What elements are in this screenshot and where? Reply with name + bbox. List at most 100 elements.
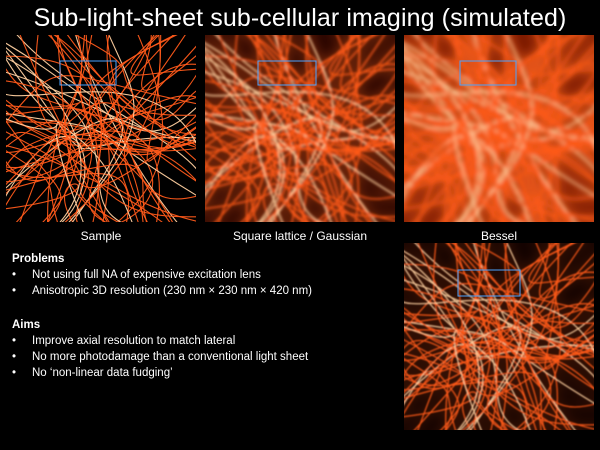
filament-layer <box>404 243 594 430</box>
filament <box>404 80 594 143</box>
filament <box>417 243 481 430</box>
filament <box>205 117 284 222</box>
filament <box>404 328 460 430</box>
roi-box <box>457 269 521 297</box>
filament <box>57 35 196 149</box>
filament <box>455 35 594 149</box>
filament <box>471 35 594 162</box>
roi-box <box>59 60 117 86</box>
filament <box>6 63 196 183</box>
filament <box>339 35 395 92</box>
filament <box>483 243 594 364</box>
filament <box>417 35 481 222</box>
filament <box>6 118 124 222</box>
filament <box>35 35 196 182</box>
filament <box>404 338 559 430</box>
filament <box>218 35 282 222</box>
filament <box>404 308 481 430</box>
filament <box>404 67 594 149</box>
filament <box>214 35 354 222</box>
filament <box>404 320 594 404</box>
filament <box>205 130 360 222</box>
filament <box>205 67 395 149</box>
filament <box>262 35 361 222</box>
filament <box>19 35 196 218</box>
filament <box>404 163 546 222</box>
filament <box>6 99 196 151</box>
filament <box>307 35 395 182</box>
filament <box>404 183 478 222</box>
filament <box>284 35 395 156</box>
filament <box>218 35 395 218</box>
filament <box>6 103 139 222</box>
aims-section: Aims Improve axial resolution to match l… <box>12 317 397 381</box>
filament <box>404 46 481 222</box>
filament <box>205 63 395 183</box>
filament <box>404 325 522 430</box>
list-item: Anisotropic 3D resolution (230 nm × 230 … <box>12 283 397 299</box>
filament <box>6 163 148 222</box>
square-lattice-caption: Square lattice / Gaussian <box>232 229 368 243</box>
filament <box>246 35 307 222</box>
filament <box>205 131 395 222</box>
filament <box>6 102 196 186</box>
filament <box>404 326 487 430</box>
filament <box>54 35 196 146</box>
filament <box>445 35 507 222</box>
filament <box>538 35 594 92</box>
filament <box>205 118 288 222</box>
filament <box>454 243 594 397</box>
filament <box>205 71 395 142</box>
improved-result-image <box>404 243 594 430</box>
filament <box>404 343 484 430</box>
roi-box <box>257 60 317 86</box>
filament <box>404 307 594 359</box>
filament <box>404 340 594 430</box>
sample-caption: Sample <box>80 229 122 243</box>
filament <box>404 120 470 222</box>
filament <box>462 243 559 430</box>
filament <box>329 35 395 76</box>
filament <box>6 71 196 142</box>
filament <box>205 183 278 222</box>
filament <box>205 163 347 222</box>
filament <box>404 73 594 147</box>
filament <box>454 35 594 189</box>
filament <box>404 279 594 350</box>
list-item: Not using full NA of expensive excitatio… <box>12 267 397 283</box>
filament <box>205 99 395 151</box>
filament <box>404 130 505 222</box>
problems-list: Not using full NA of expensive excitatio… <box>12 267 397 299</box>
filament <box>205 131 306 222</box>
filament-layer <box>6 35 196 222</box>
filament <box>455 243 594 357</box>
bessel-image <box>404 35 594 222</box>
filament <box>404 310 594 394</box>
filament <box>417 243 594 426</box>
square-lattice-image <box>205 35 395 222</box>
filament <box>205 120 271 222</box>
problems-heading: Problems <box>12 253 65 265</box>
filament <box>404 100 481 222</box>
filament <box>506 243 594 390</box>
filament <box>445 243 506 430</box>
list-item: Improve axial resolution to match latera… <box>12 333 397 349</box>
filament <box>108 35 196 182</box>
problems-section: Problems Not using full NA of expensive … <box>12 251 397 299</box>
filament <box>68 35 135 222</box>
filament <box>205 119 261 222</box>
filament <box>452 243 594 354</box>
filament <box>6 131 106 222</box>
filament <box>472 243 594 369</box>
list-item: No ‘non-linear data fudging’ <box>12 365 397 381</box>
filament <box>6 80 196 142</box>
filament <box>6 74 196 147</box>
filament <box>6 112 196 196</box>
slide-title: Sub-light-sheet sub-cellular imaging (si… <box>33 4 567 32</box>
filament <box>404 282 594 355</box>
aims-heading: Aims <box>12 319 41 331</box>
filament <box>433 243 594 390</box>
filament <box>506 35 594 182</box>
filament <box>404 326 482 430</box>
filament <box>205 46 281 222</box>
